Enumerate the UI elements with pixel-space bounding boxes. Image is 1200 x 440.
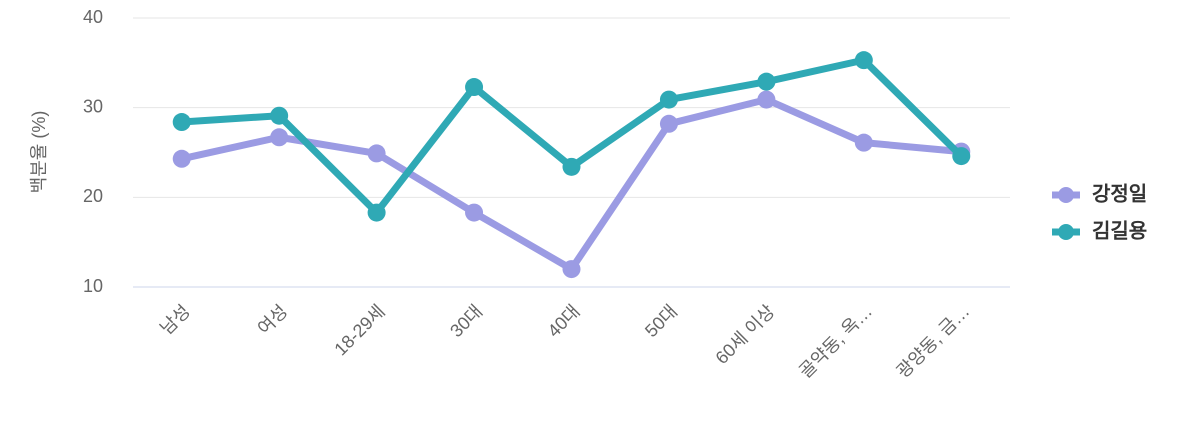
x-tick-label: 30대 [446, 301, 486, 341]
x-tick-label: 남성 [156, 301, 194, 339]
point [854, 133, 873, 152]
y-tick-label: 40 [83, 7, 103, 27]
legend-label: 강정일 [1092, 182, 1147, 205]
x-tick-label: 골약동, 옥… [795, 301, 876, 382]
x-tick-label: 60세 이상 [712, 301, 779, 368]
point [270, 128, 289, 147]
legend-marker [1058, 187, 1074, 203]
y-tick-label: 30 [83, 96, 103, 116]
point [270, 106, 289, 125]
point [367, 203, 386, 222]
series-line [180, 96, 962, 273]
point [952, 147, 971, 166]
x-tick-label: 여성 [254, 301, 292, 339]
y-tick-label: 10 [83, 276, 103, 296]
point [172, 113, 191, 132]
point [757, 72, 776, 91]
x-tick-label: 50대 [641, 301, 681, 341]
x-tick-label: 18-29세 [330, 301, 388, 359]
point [562, 260, 581, 279]
x-tick-label: 광양동, 금… [893, 301, 974, 382]
point [757, 90, 776, 109]
point [659, 90, 678, 109]
legend-marker [1058, 224, 1074, 240]
point [367, 144, 386, 163]
point [465, 203, 484, 222]
point [562, 157, 581, 176]
point [659, 114, 678, 133]
point [854, 51, 873, 70]
legend-label: 김길용 [1092, 219, 1147, 242]
x-tick-label: 40대 [544, 301, 584, 341]
point [172, 149, 191, 168]
y-axis-title: 백분율 (%) [29, 111, 49, 194]
y-tick-label: 20 [83, 186, 103, 206]
point [465, 78, 484, 97]
